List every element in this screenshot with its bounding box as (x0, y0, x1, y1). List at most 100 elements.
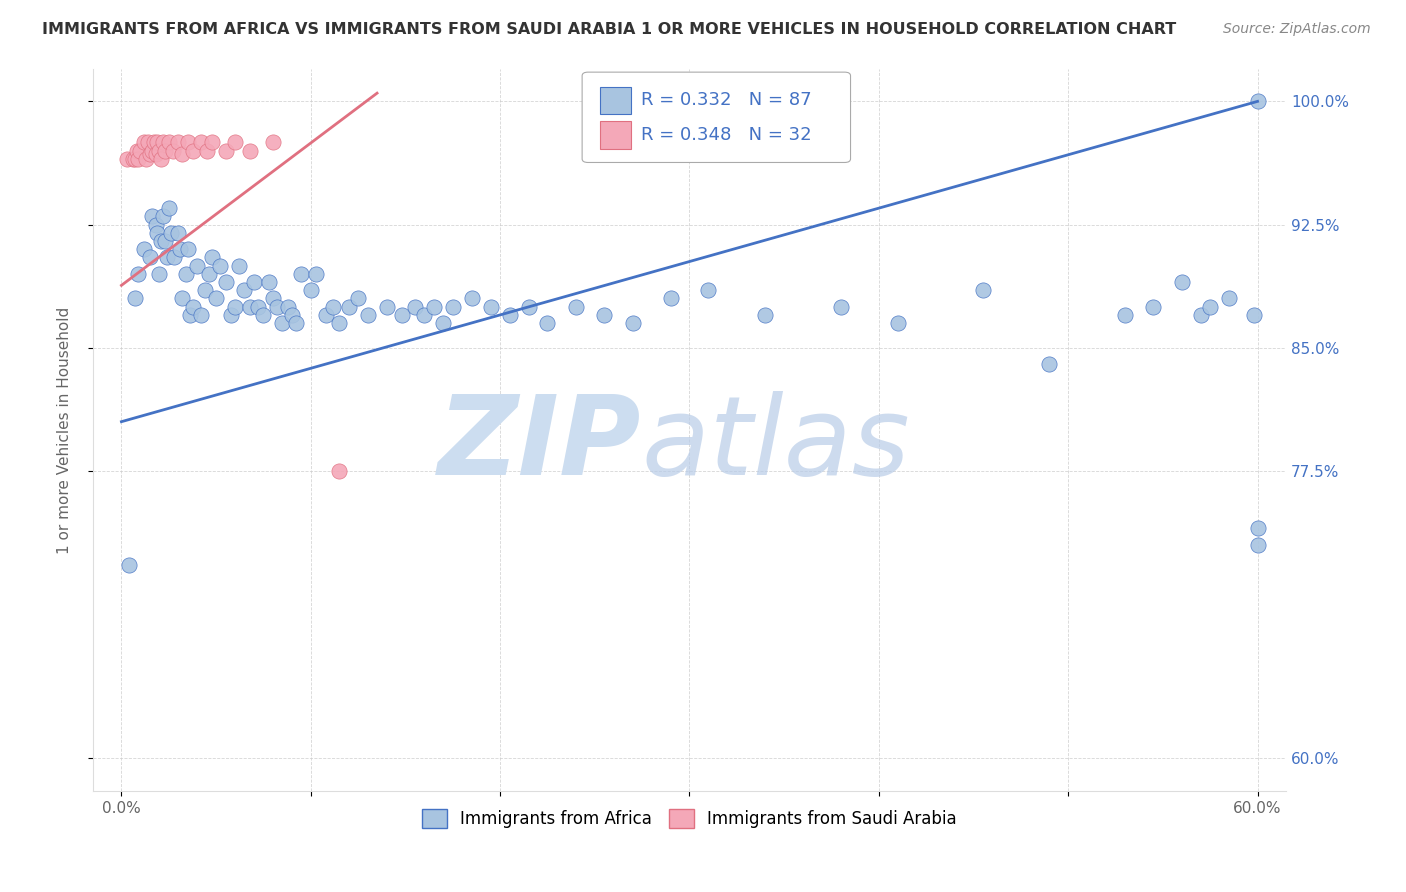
Point (118, 558, 141, 572)
Point (176, 136, 198, 150)
Point (142, 136, 165, 150)
Point (479, 300, 502, 314)
Point (162, 144, 184, 158)
Point (201, 136, 224, 150)
Point (176, 242, 198, 256)
Point (134, 136, 156, 150)
Point (205, 292, 228, 306)
Point (1243, 308, 1265, 322)
Point (208, 259, 231, 273)
Point (197, 267, 219, 281)
Point (183, 300, 205, 314)
Point (1246, 521, 1268, 535)
Point (1171, 275, 1194, 289)
Point (1199, 300, 1222, 314)
Point (125, 144, 148, 158)
Point (183, 144, 205, 158)
Point (356, 308, 378, 322)
Point (391, 308, 413, 322)
Point (972, 283, 994, 297)
Point (498, 308, 520, 322)
Text: IMMIGRANTS FROM AFRICA VS IMMIGRANTS FROM SAUDI ARABIA 1 OR MORE VEHICLES IN HOU: IMMIGRANTS FROM AFRICA VS IMMIGRANTS FRO… (42, 22, 1177, 37)
Point (305, 267, 328, 281)
Point (139, 147, 162, 161)
Point (517, 300, 540, 314)
Point (441, 300, 464, 314)
Point (243, 275, 266, 289)
Point (315, 308, 337, 322)
Point (214, 275, 236, 289)
Point (277, 300, 299, 314)
Point (1218, 292, 1240, 306)
Point (195, 144, 218, 158)
Point (621, 316, 644, 330)
Point (461, 292, 484, 306)
Point (135, 152, 157, 166)
Point (347, 292, 370, 306)
Point (252, 308, 274, 322)
Point (262, 292, 284, 306)
Y-axis label: 1 or more Vehicles in Household: 1 or more Vehicles in Household (58, 306, 72, 554)
Point (156, 251, 179, 265)
Point (201, 251, 224, 265)
Point (1142, 300, 1164, 314)
Point (148, 144, 170, 158)
Point (262, 136, 284, 150)
Text: R = 0.332   N = 87: R = 0.332 N = 87 (641, 91, 811, 110)
Point (124, 152, 146, 166)
Point (194, 283, 217, 297)
Point (413, 308, 436, 322)
Point (281, 308, 304, 322)
Point (322, 300, 344, 314)
Point (121, 152, 143, 166)
Point (145, 218, 167, 232)
Point (224, 136, 246, 150)
Point (233, 283, 256, 297)
Point (186, 259, 208, 273)
Point (148, 267, 170, 281)
Point (404, 300, 426, 314)
Point (299, 283, 322, 297)
Legend: Immigrants from Africa, Immigrants from Saudi Arabia: Immigrants from Africa, Immigrants from … (415, 803, 963, 835)
Point (1189, 308, 1212, 322)
Point (830, 300, 852, 314)
Point (257, 275, 280, 289)
Point (432, 316, 454, 330)
Point (290, 267, 312, 281)
Point (536, 316, 558, 330)
Point (190, 308, 212, 322)
Point (174, 267, 197, 281)
Point (375, 300, 398, 314)
Point (266, 300, 288, 314)
Point (224, 300, 246, 314)
Point (167, 136, 190, 150)
Point (1246, 538, 1268, 552)
Point (153, 234, 176, 248)
Point (1246, 95, 1268, 109)
Point (139, 251, 162, 265)
Text: R = 0.348   N = 32: R = 0.348 N = 32 (641, 126, 811, 144)
Text: Source: ZipAtlas.com: Source: ZipAtlas.com (1223, 22, 1371, 37)
Point (246, 300, 269, 314)
Point (337, 300, 360, 314)
Point (152, 136, 174, 150)
Point (141, 144, 163, 158)
Point (219, 308, 242, 322)
Point (697, 283, 720, 297)
Point (157, 136, 180, 150)
Text: ZIP: ZIP (439, 391, 641, 498)
Point (170, 147, 193, 161)
Point (190, 136, 212, 150)
Point (754, 308, 776, 322)
Point (146, 226, 169, 240)
Point (152, 210, 174, 224)
Point (153, 144, 176, 158)
Point (887, 316, 910, 330)
Point (170, 292, 193, 306)
Point (1038, 357, 1060, 371)
Point (179, 308, 201, 322)
Point (136, 136, 159, 150)
Point (659, 292, 682, 306)
Point (127, 267, 149, 281)
Point (1114, 308, 1136, 322)
